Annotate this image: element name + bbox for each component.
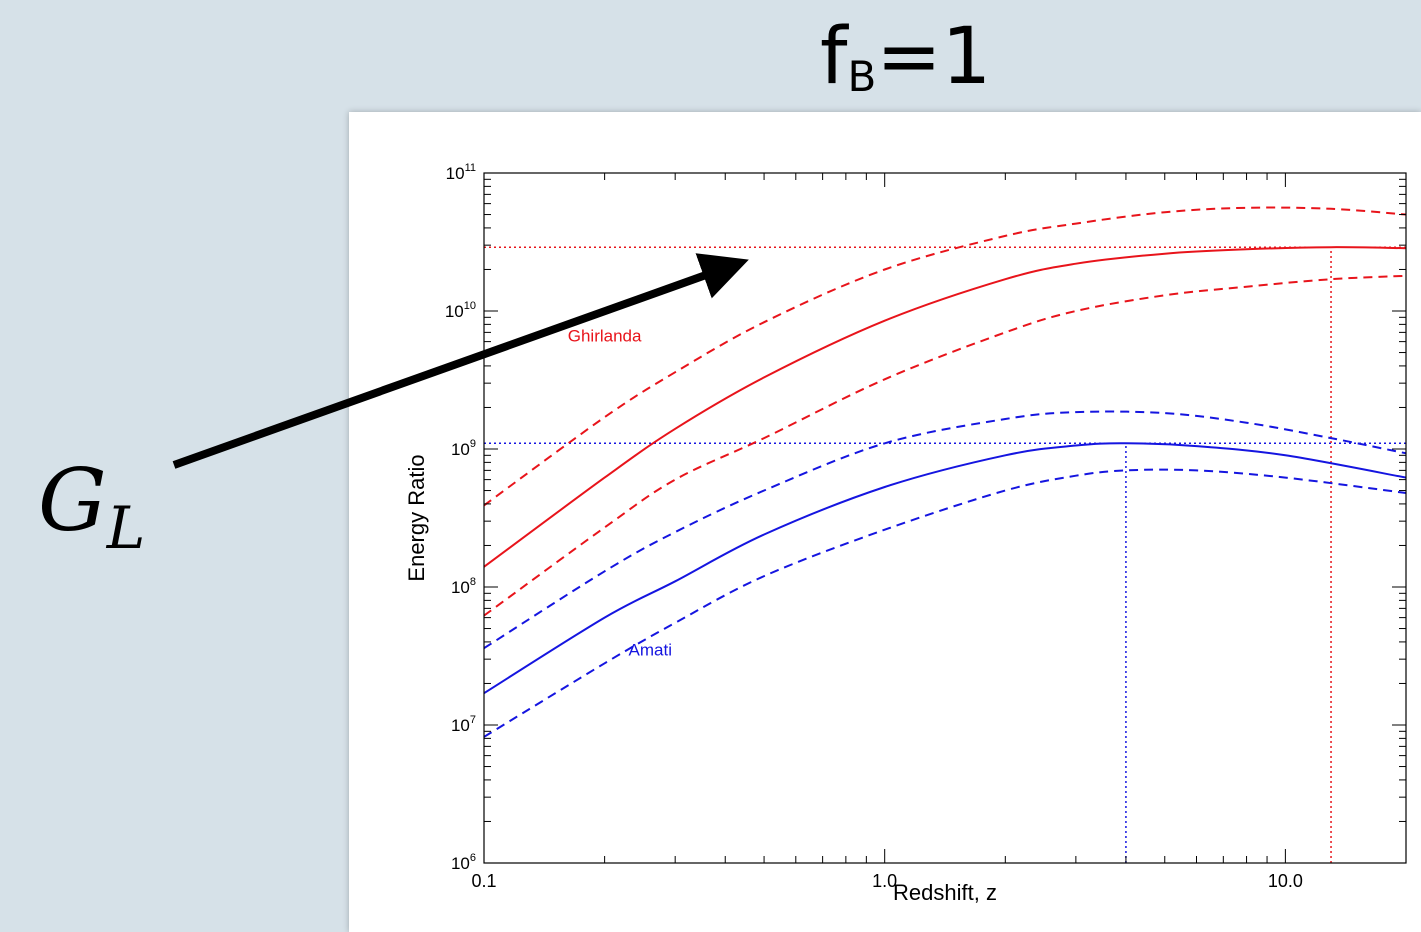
slide-title-subscript: B <box>847 52 877 101</box>
y-axis-label: Energy Ratio <box>404 454 429 581</box>
callout-label: GL <box>38 458 145 557</box>
x-tick-label: 0.1 <box>471 871 496 891</box>
series-line-ghirlanda-dashed-2 <box>484 206 1406 507</box>
plot-frame <box>483 172 1407 864</box>
plot-area <box>484 206 1406 863</box>
x-tick-label: 10.0 <box>1268 871 1303 891</box>
series-line-amati-solid-4 <box>484 442 1406 695</box>
y-tick-label: 107 <box>451 714 476 735</box>
y-tick-label: 1010 <box>445 300 476 321</box>
annotation-amati: Amati <box>629 640 672 659</box>
callout-arrow-layer <box>172 253 749 469</box>
slide-title: fB=1 <box>820 18 991 98</box>
slide-title-rest: =1 <box>876 12 992 102</box>
y-tick-label: 1011 <box>446 162 476 183</box>
series-line-amati-dashed-5 <box>484 410 1406 650</box>
callout-arrow <box>172 253 749 469</box>
series-line-ghirlanda-dashed-3 <box>484 274 1406 617</box>
series-line-ghirlanda-solid-1 <box>484 246 1406 568</box>
slide-title-main: f <box>820 12 848 102</box>
callout-label-subscript: L <box>106 494 146 562</box>
y-tick-label: 108 <box>451 576 476 597</box>
chart-text: 0.1 1.0 10.0 106 107 108 109 1010 1011 Redshift, … <box>404 162 1303 905</box>
x-axis-label: Redshift, z <box>893 880 997 905</box>
y-tick-label: 109 <box>451 438 476 459</box>
callout-label-main: G <box>38 451 107 551</box>
series-line-amati-dashed-6 <box>484 468 1406 738</box>
x-tick-label: 1.0 <box>872 871 897 891</box>
axes <box>483 172 1407 864</box>
y-tick-label: 106 <box>451 852 476 873</box>
annotation-ghirlanda: Ghirlanda <box>568 327 642 346</box>
